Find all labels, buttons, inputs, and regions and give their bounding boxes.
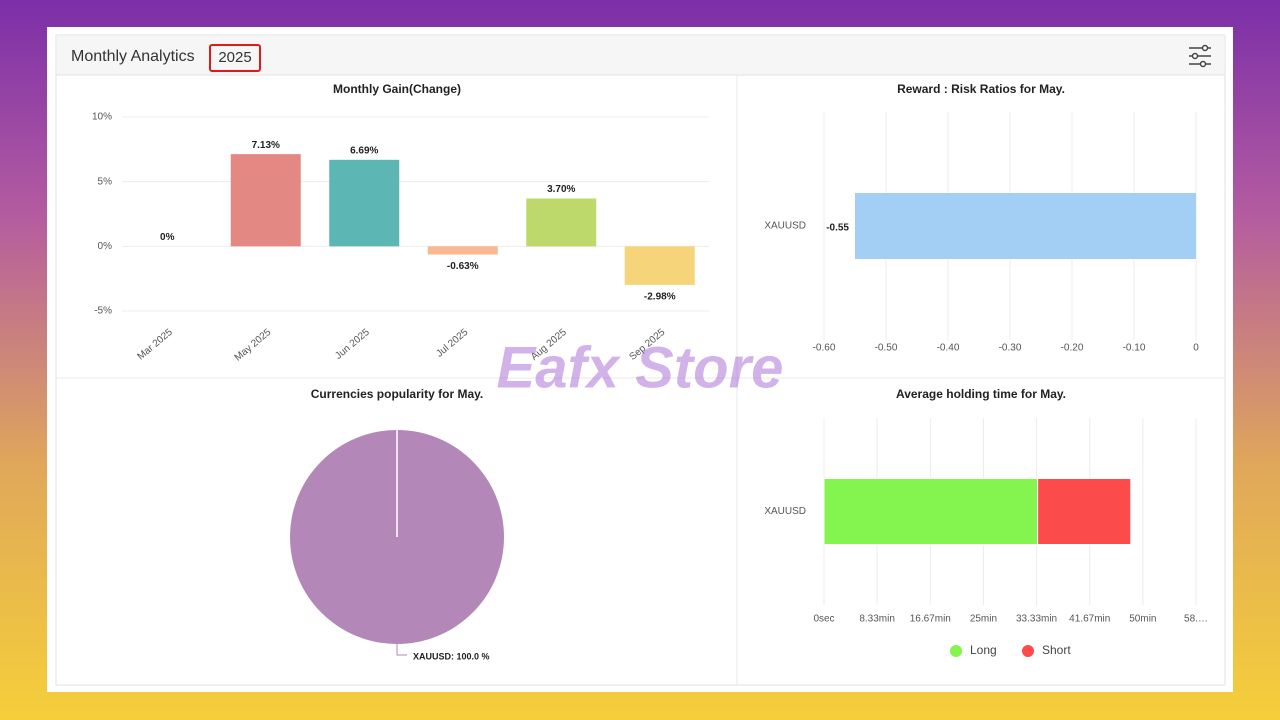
value-label: XAUUSD: 100.0 % <box>413 651 490 661</box>
legend-swatch <box>950 645 962 657</box>
x-tick-label: -0.10 <box>1123 343 1146 354</box>
bar-segment <box>823 478 1039 545</box>
header-title: Monthly Analytics <box>71 48 195 65</box>
y-tick-label: XAUUSD <box>764 506 806 517</box>
watermark: Eafx Store <box>497 335 784 400</box>
x-tick-label: 0sec <box>813 614 834 625</box>
bar <box>526 198 597 247</box>
x-tick-label: 41.67min <box>1069 614 1110 625</box>
filter-icon[interactable] <box>1189 44 1211 68</box>
legend-label: Short <box>1042 643 1071 657</box>
x-tick-label: 16.67min <box>910 614 951 625</box>
chart-title: Currencies popularity for May. <box>311 387 483 401</box>
bar <box>624 246 695 285</box>
header-bar <box>57 36 1224 75</box>
value-label: 7.13% <box>252 140 280 151</box>
value-label: 0% <box>160 232 175 243</box>
x-tick-label: 50min <box>1129 614 1156 625</box>
legend-swatch <box>1022 645 1034 657</box>
x-tick-label: -0.50 <box>875 343 898 354</box>
panel <box>55 34 1226 686</box>
x-tick-label: -0.60 <box>813 343 836 354</box>
y-tick-label: 5% <box>98 176 113 187</box>
value-label: 3.70% <box>547 184 575 195</box>
legend-label: Long <box>970 643 997 657</box>
value-label: -2.98% <box>644 292 676 303</box>
chart-title: Average holding time for May. <box>896 387 1066 401</box>
year-selector[interactable] <box>209 44 261 72</box>
bar <box>427 246 498 255</box>
chart-title: Reward : Risk Ratios for May. <box>897 82 1065 96</box>
x-tick-label: 8.33min <box>859 614 895 625</box>
bar <box>855 193 1196 259</box>
x-tick-label: 58.… <box>1184 614 1208 625</box>
bar-segment <box>1037 478 1132 545</box>
chart-title: Monthly Gain(Change) <box>333 82 461 96</box>
y-tick-label: -5% <box>94 306 112 317</box>
x-tick-label: -0.20 <box>1061 343 1084 354</box>
x-tick-label: 0 <box>1193 343 1199 354</box>
year[interactable]: 2025 <box>218 49 251 66</box>
y-tick-label: XAUUSD <box>764 221 806 232</box>
bar <box>329 159 400 247</box>
y-tick-label: 10% <box>92 112 112 123</box>
value-label: 6.69% <box>350 145 378 156</box>
y-tick-label: 0% <box>98 241 113 252</box>
x-tick-label: -0.40 <box>937 343 960 354</box>
value-label: -0.63% <box>447 261 479 272</box>
x-tick-label: 33.33min <box>1016 614 1057 625</box>
x-tick-label: 25min <box>970 614 997 625</box>
bar <box>230 154 301 247</box>
leader-line <box>396 644 407 656</box>
x-tick-label: -0.30 <box>999 343 1022 354</box>
value-label: -0.55 <box>826 223 849 234</box>
